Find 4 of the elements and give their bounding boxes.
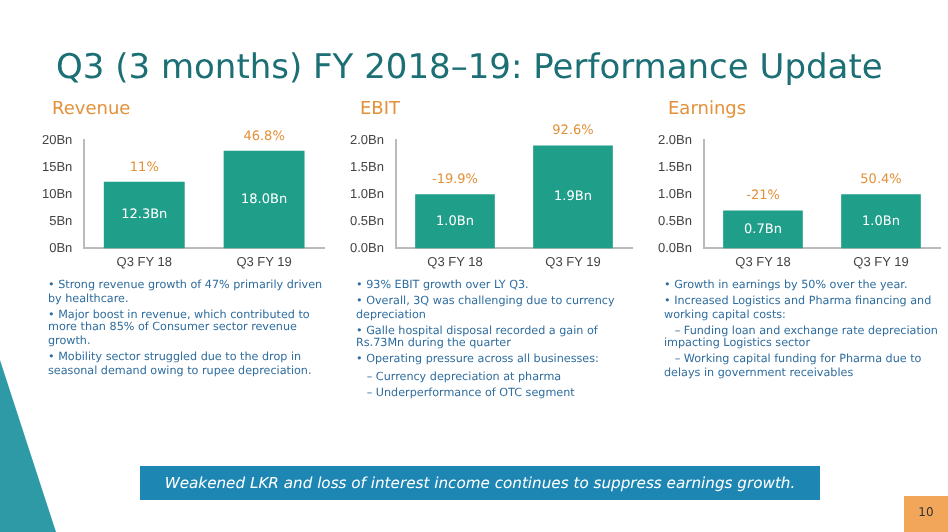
- chart-title: Earnings: [668, 100, 749, 120]
- chart-title: EBIT: [360, 100, 403, 120]
- text: Q3 (3 months) FY 2018–19: Performance Update: [56, 48, 883, 88]
- chart-title: Revenue: [52, 100, 133, 120]
